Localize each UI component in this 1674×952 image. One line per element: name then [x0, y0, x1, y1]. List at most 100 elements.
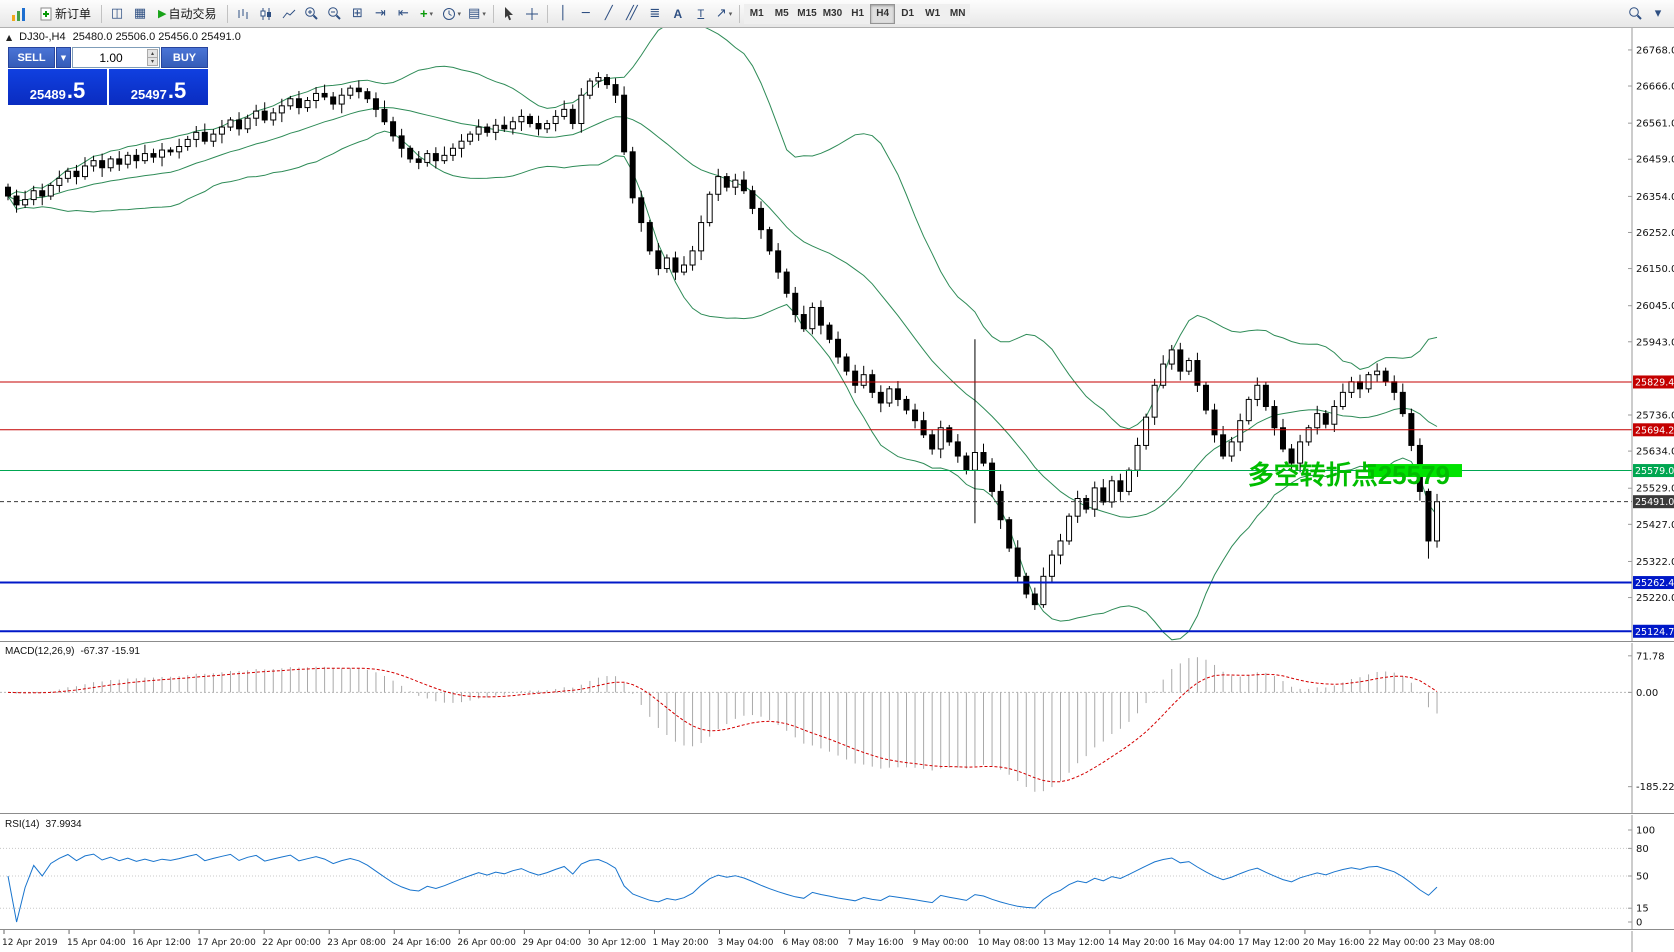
svg-text:29 Apr 04:00: 29 Apr 04:00 [522, 938, 581, 948]
svg-text:6 May 08:00: 6 May 08:00 [783, 938, 839, 948]
clock-icon [442, 7, 455, 20]
fibonacci-icon[interactable]: ≣ [644, 3, 666, 25]
svg-text:12 Apr 2019: 12 Apr 2019 [2, 938, 58, 948]
svg-text:17 May 12:00: 17 May 12:00 [1238, 938, 1300, 948]
search-icon[interactable] [1624, 3, 1646, 25]
tf-m1-button[interactable]: M1 [744, 3, 770, 24]
svg-text:25634.0: 25634.0 [1636, 447, 1674, 458]
chart-canvas[interactable]: 26768.0 26666.0 26561.0 26459.0 26354.0 26252… [0, 28, 1674, 952]
svg-text:25322.0: 25322.0 [1636, 557, 1674, 568]
channel-icon[interactable]: ╱╱ [621, 3, 643, 25]
tf-m30-button[interactable]: M30 [819, 3, 846, 24]
periods-button[interactable]: ▾ [439, 3, 465, 25]
svg-text:22 Apr 00:00: 22 Apr 00:00 [262, 938, 321, 948]
buy-price-big: .5 [167, 78, 187, 104]
arrows-icon[interactable]: ↗ ▾ [713, 3, 735, 25]
svg-text:10 May 08:00: 10 May 08:00 [978, 938, 1040, 948]
svg-text:23 May 08:00: 23 May 08:00 [1433, 938, 1495, 948]
new-order-label: 新订单 [55, 7, 92, 21]
svg-text:26561.0: 26561.0 [1636, 119, 1674, 130]
symbol-name: DJ30-,H4 [19, 31, 66, 43]
profiles-icon[interactable]: ▦ [129, 3, 151, 25]
candlestick-chart-icon[interactable] [255, 3, 277, 25]
symbol-ohlc: 25480.0 25506.0 25456.0 25491.0 [72, 31, 241, 43]
chevron-down-icon: ▾ [457, 9, 462, 18]
svg-text:80: 80 [1636, 844, 1649, 855]
chevron-down-icon: ▾ [728, 9, 733, 18]
svg-text:25943.0: 25943.0 [1636, 337, 1674, 348]
indicators-button[interactable]: + ▾ [416, 3, 438, 25]
toolbar-separator [226, 4, 228, 23]
svg-text:25829.4: 25829.4 [1635, 377, 1674, 388]
svg-text:3 May 04:00: 3 May 04:00 [718, 938, 774, 948]
svg-text:-185.22: -185.22 [1636, 782, 1674, 793]
timeframe-group: M1 M5 M15 M30 H1 H4 D1 W1 MN [744, 3, 971, 24]
svg-text:22 May 00:00: 22 May 00:00 [1368, 938, 1430, 948]
buy-button[interactable]: BUY [161, 47, 208, 68]
app-logo-icon [5, 2, 33, 26]
svg-text:26354.0: 26354.0 [1636, 192, 1674, 203]
tf-h4-button[interactable]: H4 [870, 3, 896, 24]
volume-input[interactable] [73, 48, 159, 67]
tf-w1-button[interactable]: W1 [920, 3, 946, 24]
svg-text:13 May 12:00: 13 May 12:00 [1043, 938, 1105, 948]
svg-text:25262.4: 25262.4 [1635, 578, 1674, 589]
rsi-pane-label: RSI(14) 37.9934 [5, 819, 82, 830]
text-icon[interactable]: A [667, 3, 689, 25]
svg-text:26666.0: 26666.0 [1636, 82, 1674, 93]
trendline-icon[interactable]: ╱ [598, 3, 620, 25]
new-order-icon [40, 7, 52, 20]
sell-price-big: .5 [66, 78, 86, 104]
svg-text:15 Apr 04:00: 15 Apr 04:00 [67, 938, 126, 948]
tf-mn-button[interactable]: MN [945, 3, 971, 24]
svg-text:25736.0: 25736.0 [1636, 411, 1674, 422]
rsi-value: 37.9934 [45, 819, 82, 830]
text-label-icon[interactable]: T [690, 3, 712, 25]
cursor-icon[interactable] [498, 3, 520, 25]
autotrading-button[interactable]: ▶ 自动交易 [152, 3, 222, 25]
svg-text:1 May 20:00: 1 May 20:00 [652, 938, 708, 948]
svg-text:9 May 00:00: 9 May 00:00 [913, 938, 969, 948]
tf-m5-button[interactable]: M5 [769, 3, 795, 24]
chart-shift-icon[interactable]: ⇤ [393, 3, 415, 25]
crosshair-icon[interactable] [521, 3, 543, 25]
templates-button[interactable]: ▤ ▾ [465, 3, 489, 25]
zoom-in-icon[interactable] [301, 3, 323, 25]
volume-down-icon[interactable]: ▾ [147, 57, 158, 66]
tf-d1-button[interactable]: D1 [895, 3, 921, 24]
svg-text:25579.0: 25579.0 [1635, 466, 1674, 477]
chevron-down-icon: ▾ [429, 9, 434, 18]
sell-button[interactable]: SELL [8, 47, 55, 68]
new-order-button[interactable]: 新订单 [34, 3, 97, 25]
zoom-out-icon[interactable] [324, 3, 346, 25]
svg-text:26459.0: 26459.0 [1636, 155, 1674, 166]
buy-price-main: 25497 [130, 87, 167, 102]
volume-preset-dropdown[interactable]: ▼ [56, 47, 71, 68]
svg-text:26150.0: 26150.0 [1636, 264, 1674, 275]
line-chart-icon[interactable] [278, 3, 300, 25]
svg-text:0.00: 0.00 [1636, 688, 1658, 699]
chart-window-icon[interactable]: ◫ [106, 3, 128, 25]
tf-m15-button[interactable]: M15 [794, 3, 820, 24]
svg-text:24 Apr 16:00: 24 Apr 16:00 [392, 938, 451, 948]
sell-price[interactable]: 25489 .5 [8, 69, 107, 105]
buy-price[interactable]: 25497 .5 [109, 69, 208, 105]
horizontal-line-icon[interactable]: ─ [575, 3, 597, 25]
svg-text:16 May 04:00: 16 May 04:00 [1173, 938, 1235, 948]
one-click-trading-panel: SELL ▼ ▴ ▾ BUY 25489 .5 25497 .5 [8, 47, 208, 105]
svg-text:26252.0: 26252.0 [1636, 228, 1674, 239]
svg-text:26 Apr 00:00: 26 Apr 00:00 [457, 938, 516, 948]
auto-scroll-icon[interactable]: ⇥ [370, 3, 392, 25]
tf-h1-button[interactable]: H1 [845, 3, 871, 24]
svg-text:0: 0 [1636, 918, 1642, 929]
tile-windows-icon[interactable]: ⊞ [347, 3, 369, 25]
play-icon: ▶ [158, 7, 167, 20]
chevron-down-icon: ▾ [482, 9, 486, 18]
vertical-line-icon[interactable]: │ [552, 3, 574, 25]
bar-chart-icon[interactable] [232, 3, 254, 25]
svg-text:25529.0: 25529.0 [1636, 484, 1674, 495]
toolbar-overflow-icon[interactable]: ▾ [1647, 3, 1669, 25]
svg-text:15: 15 [1636, 904, 1649, 915]
macd-name: MACD(12,26,9) [5, 646, 75, 657]
svg-text:25124.7: 25124.7 [1635, 627, 1674, 638]
